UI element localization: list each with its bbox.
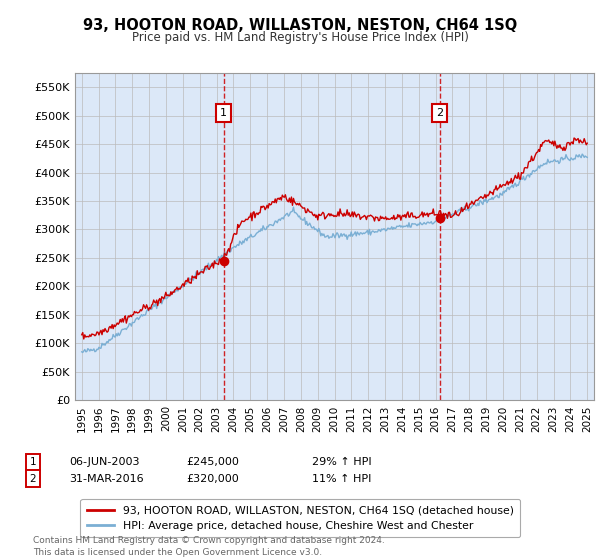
Text: £245,000: £245,000 [186,457,239,467]
Text: 2: 2 [29,474,37,484]
Text: £320,000: £320,000 [186,474,239,484]
Text: 29% ↑ HPI: 29% ↑ HPI [312,457,371,467]
Text: 11% ↑ HPI: 11% ↑ HPI [312,474,371,484]
Text: Price paid vs. HM Land Registry's House Price Index (HPI): Price paid vs. HM Land Registry's House … [131,31,469,44]
Text: 93, HOOTON ROAD, WILLASTON, NESTON, CH64 1SQ: 93, HOOTON ROAD, WILLASTON, NESTON, CH64… [83,18,517,34]
Legend: 93, HOOTON ROAD, WILLASTON, NESTON, CH64 1SQ (detached house), HPI: Average pric: 93, HOOTON ROAD, WILLASTON, NESTON, CH64… [80,499,520,538]
Text: 31-MAR-2016: 31-MAR-2016 [69,474,143,484]
Text: Contains HM Land Registry data © Crown copyright and database right 2024.
This d: Contains HM Land Registry data © Crown c… [33,536,385,557]
Text: 2: 2 [436,108,443,118]
Text: 06-JUN-2003: 06-JUN-2003 [69,457,139,467]
Text: 1: 1 [29,457,37,467]
Text: 1: 1 [220,108,227,118]
